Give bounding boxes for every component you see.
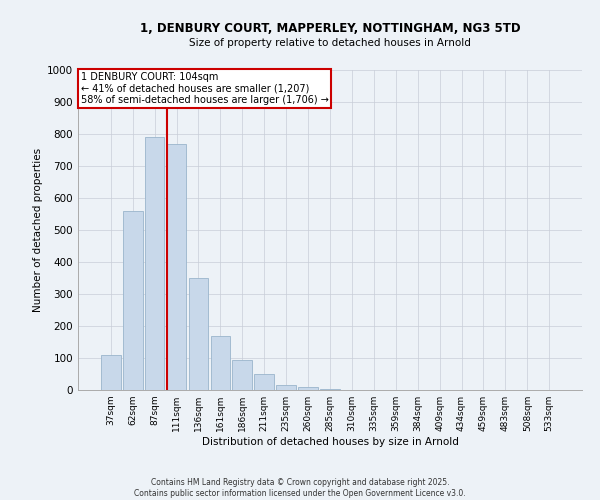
Text: Contains HM Land Registry data © Crown copyright and database right 2025.
Contai: Contains HM Land Registry data © Crown c… (134, 478, 466, 498)
Bar (298, 388, 318, 390)
Text: 1 DENBURY COURT: 104sqm
← 41% of detached houses are smaller (1,207)
58% of semi: 1 DENBURY COURT: 104sqm ← 41% of detache… (80, 72, 328, 105)
Bar (276, 385, 296, 390)
X-axis label: Distribution of detached houses by size in Arnold: Distribution of detached houses by size … (202, 437, 458, 447)
Bar (188, 278, 208, 390)
Bar (123, 211, 143, 390)
Y-axis label: Number of detached properties: Number of detached properties (33, 148, 43, 312)
Bar (145, 137, 164, 390)
Bar (320, 389, 340, 390)
Bar (254, 374, 274, 390)
Bar (211, 336, 230, 390)
Bar (167, 144, 187, 390)
Text: Size of property relative to detached houses in Arnold: Size of property relative to detached ho… (189, 38, 471, 48)
Text: 1, DENBURY COURT, MAPPERLEY, NOTTINGHAM, NG3 5TD: 1, DENBURY COURT, MAPPERLEY, NOTTINGHAM,… (140, 22, 520, 36)
Bar (232, 360, 252, 390)
Bar (101, 355, 121, 390)
